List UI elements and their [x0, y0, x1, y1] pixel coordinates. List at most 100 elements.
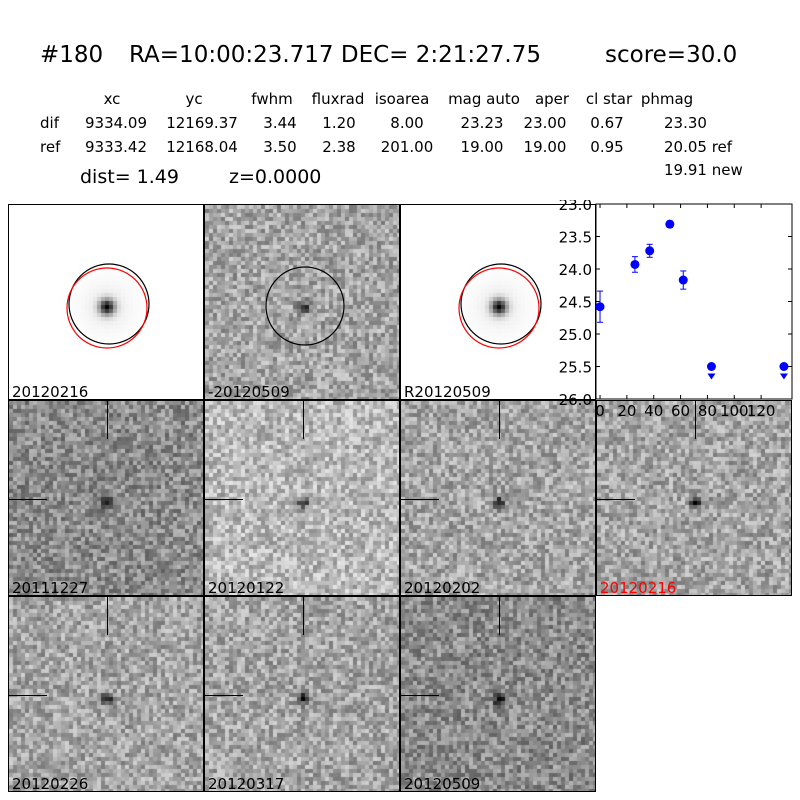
- stamp-diff: -20120509: [204, 204, 400, 400]
- crosshair-vertical: [499, 401, 500, 439]
- table-cell: 12168.04: [166, 138, 238, 156]
- aperture-overlay: [66, 263, 150, 349]
- redshift: z=0.0000: [229, 166, 322, 188]
- x-tick-label: 80: [698, 402, 717, 420]
- stamp-ref: R20120509: [400, 204, 596, 400]
- candidate-id: #180: [40, 42, 104, 68]
- data-point: [665, 219, 675, 229]
- x-tick-label: 40: [644, 402, 663, 420]
- stamp-ref: 20120216: [8, 204, 204, 400]
- table-cell: 3.44: [263, 114, 297, 132]
- table-cell: 9333.42: [84, 138, 148, 156]
- stamp-epoch: 20120202: [400, 400, 596, 596]
- crosshair-horizontal: [9, 499, 47, 500]
- stamp-epoch: 20120226: [8, 596, 204, 792]
- stamp-epoch: 20111227: [8, 400, 204, 596]
- table-cell: 23.23: [460, 114, 504, 132]
- table-cell: 201.00: [380, 138, 434, 156]
- stamp-image: [205, 205, 399, 399]
- y-tick-label: 26.0: [559, 391, 592, 409]
- row-label: dif: [40, 114, 59, 132]
- table-cell: 23.30: [664, 114, 707, 132]
- column-header: mag auto: [448, 90, 520, 108]
- red-circle: [458, 267, 540, 349]
- crosshair-horizontal: [597, 499, 635, 500]
- x-tick-label: 100: [720, 402, 749, 420]
- upper-limit-arrow: [707, 373, 716, 380]
- stamp-date-label: R20120509: [404, 383, 491, 400]
- stamp-date-label: 20120216: [12, 383, 89, 400]
- stamp-image: [597, 401, 791, 595]
- column-header: phmag: [640, 90, 694, 108]
- crosshair-vertical: [107, 401, 108, 439]
- crosshair-vertical: [695, 401, 696, 439]
- table-cell: 1.20: [322, 114, 356, 132]
- column-header: aper: [534, 90, 570, 108]
- coordinates: RA=10:00:23.717 DEC= 2:21:27.75: [129, 42, 542, 68]
- new-phmag: 19.91 new: [664, 161, 743, 179]
- crosshair-horizontal: [205, 499, 243, 500]
- stamp-date-label: -20120509: [208, 383, 290, 400]
- stamp-date-label: 20120202: [404, 579, 481, 596]
- stamp-image: [401, 205, 595, 399]
- table-cell: 3.50: [263, 138, 297, 156]
- stamp-image: [205, 597, 399, 791]
- stamp-date-label: 20120226: [12, 775, 89, 792]
- black-circle: [265, 266, 345, 346]
- table-cell: 8.00: [390, 114, 424, 132]
- data-point: [630, 259, 640, 269]
- stamp-epoch: 20120317: [204, 596, 400, 792]
- column-header: cl star: [585, 90, 633, 108]
- crosshair-vertical: [303, 401, 304, 439]
- column-header: xc: [103, 90, 121, 108]
- table-cell: 12169.37: [166, 114, 238, 132]
- score: score=30.0: [605, 42, 738, 68]
- stamp-date-label: 20120509: [404, 775, 481, 792]
- stamp-image: [401, 401, 595, 595]
- crosshair-vertical: [107, 597, 108, 635]
- data-point: [595, 302, 605, 312]
- upper-limit-arrow: [779, 373, 788, 380]
- stamp-date-label: 20111227: [12, 579, 89, 596]
- y-tick-label: 25.0: [559, 326, 592, 344]
- table-cell: 2.38: [322, 138, 356, 156]
- table-cell: 23.00: [523, 114, 567, 132]
- crosshair-horizontal: [9, 695, 47, 696]
- stamp-image: [401, 597, 595, 791]
- y-tick-label: 24.0: [559, 261, 592, 279]
- aperture-overlay: [265, 266, 345, 346]
- column-header: isoarea: [374, 90, 430, 108]
- aperture-overlay: [458, 263, 542, 349]
- upper-limit-point: [706, 362, 716, 371]
- stamp-image: [9, 205, 203, 399]
- table-cell: 0.95: [590, 138, 624, 156]
- black-circle: [460, 263, 542, 345]
- light-curve-chart: 23.0 23.5 24.0 24.5 25.0 25.5 26.00 20 40 60 80 100…: [559, 200, 793, 420]
- stamp-image: [9, 597, 203, 791]
- y-tick-label: 24.5: [559, 294, 592, 312]
- stamp-image: [9, 401, 203, 595]
- y-tick-label: 25.5: [559, 359, 592, 377]
- crosshair-vertical: [303, 597, 304, 635]
- table-cell: 19.00: [523, 138, 567, 156]
- y-tick-label: 23.0: [559, 200, 592, 214]
- table-cell: 0.67: [590, 114, 624, 132]
- y-tick-label: 23.5: [559, 229, 592, 247]
- stamp-date-label: 20120317: [208, 775, 285, 792]
- table-cell: 9334.09: [84, 114, 148, 132]
- upper-limit-point: [779, 362, 789, 371]
- table-cell: 19.00: [460, 138, 504, 156]
- crosshair-vertical: [499, 597, 500, 635]
- crosshair-horizontal: [401, 499, 439, 500]
- red-circle: [66, 267, 148, 349]
- crosshair-horizontal: [401, 695, 439, 696]
- crosshair-horizontal: [205, 695, 243, 696]
- stamp-epoch: 20120122: [204, 400, 400, 596]
- data-point: [645, 246, 655, 256]
- column-header: fwhm: [251, 90, 293, 108]
- stamp-epoch: 20120509: [400, 596, 596, 792]
- x-tick-label: 20: [617, 402, 636, 420]
- stamp-date-label: 20120122: [208, 579, 285, 596]
- x-tick-label: 120: [747, 402, 776, 420]
